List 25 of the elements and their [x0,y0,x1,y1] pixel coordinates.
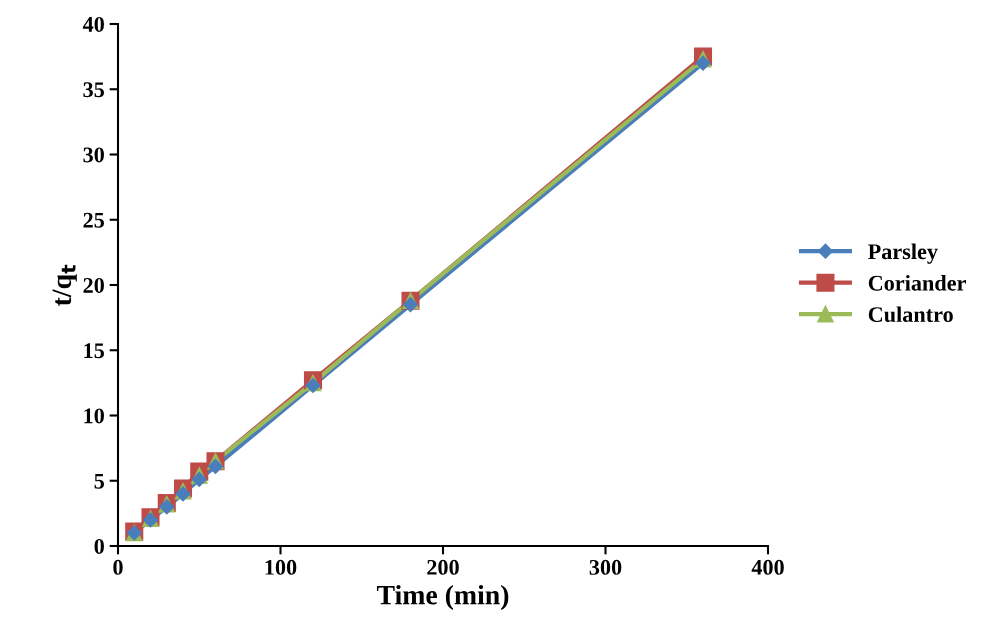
x-axis-title: Time (min) [376,584,509,611]
y-tick-label: 10 [84,408,104,424]
point [402,297,419,313]
y-tick-label: 40 [82,16,104,32]
y-axis-title: t/q$_{t}$ [52,264,77,306]
x-tick-label: 100 [265,559,297,575]
point [159,499,175,515]
legend-label: Culantro [868,306,953,323]
x-tick-label: 0 [113,559,123,575]
y-tick-label: 20 [83,277,104,293]
y-tick-label: 35 [83,82,104,98]
x-tick-label: 200 [427,559,459,575]
x-tick-label: 300 [589,559,622,575]
x-tick-label: 400 [751,559,784,575]
legend-label: Parsley [868,243,938,264]
point [191,471,207,488]
point [175,486,191,502]
point [207,458,224,474]
y-tick-label: 0 [94,538,104,554]
legend-label: Coriander [868,275,966,291]
y-tick-label: 25 [83,212,104,228]
y-tick-label: 5 [94,473,104,489]
point [695,55,711,71]
y-tick-label: 15 [84,343,104,359]
y-tick-label: 30 [83,147,104,163]
